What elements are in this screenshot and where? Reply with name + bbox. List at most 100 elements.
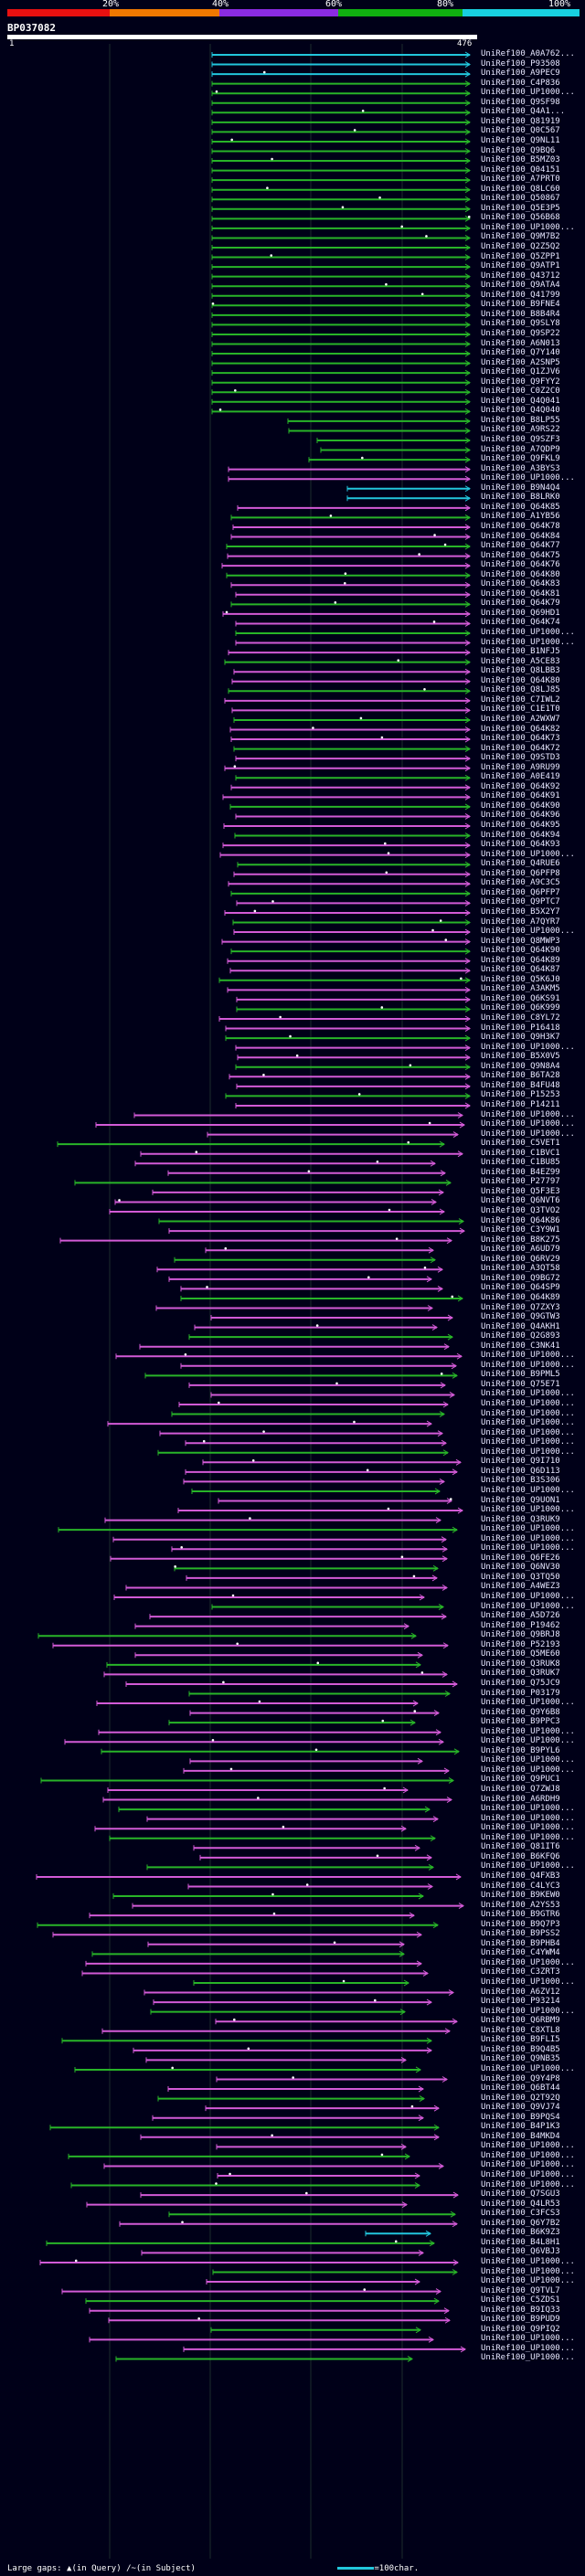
hit-label[interactable]: UniRef100_Q5F3E3 (481, 1186, 560, 1196)
hit-label[interactable]: UniRef100_UP1000... (481, 1698, 575, 1708)
hit-label[interactable]: UniRef100_B9Q4B5 (481, 2044, 560, 2054)
hit-label[interactable]: UniRef100_B1NFJ5 (481, 647, 560, 657)
hit-label[interactable]: UniRef100_Q64K90 (481, 946, 560, 956)
hit-label[interactable]: UniRef100_A0E419 (481, 772, 560, 782)
hit-label[interactable]: UniRef100_A9C3C5 (481, 878, 560, 888)
hit-label[interactable]: UniRef100_Q64SP9 (481, 1283, 560, 1293)
hit-label[interactable]: UniRef100_A0A762... (481, 49, 575, 58)
hit-label[interactable]: UniRef100_A5CE83 (481, 656, 560, 666)
hit-label[interactable]: UniRef100_Q7Y140 (481, 348, 560, 358)
hit-label[interactable]: UniRef100_Q7ZXY3 (481, 1302, 560, 1312)
hit-label[interactable]: UniRef100_Q56B68 (481, 213, 560, 223)
hit-label[interactable]: UniRef100_C1BVC1 (481, 1148, 560, 1158)
hit-label[interactable]: UniRef100_C4P836 (481, 78, 560, 88)
hit-label[interactable]: UniRef100_UP1000... (481, 1360, 575, 1370)
hit-label[interactable]: UniRef100_Q64K79 (481, 599, 560, 609)
hit-label[interactable]: UniRef100_UP1000... (481, 1977, 575, 1987)
hit-label[interactable]: UniRef100_Q9NB35 (481, 2054, 560, 2064)
hit-label[interactable]: UniRef100_C5ZDS1 (481, 2295, 560, 2306)
hit-label[interactable]: UniRef100_Q64K80 (481, 569, 560, 579)
hit-label[interactable]: UniRef100_A2SNP5 (481, 357, 560, 367)
hit-label[interactable]: UniRef100_P19462 (481, 1620, 560, 1630)
hit-label[interactable]: UniRef100_B4L8H1 (481, 2237, 560, 2247)
hit-label[interactable]: UniRef100_C1BU85 (481, 1158, 560, 1168)
hit-label[interactable]: UniRef100_B9PHB4 (481, 1938, 560, 1948)
hit-label[interactable]: UniRef100_B9PQS4 (481, 2112, 560, 2122)
hit-label[interactable]: UniRef100_B8LRK0 (481, 493, 560, 503)
hit-label[interactable]: UniRef100_Q7SGU3 (481, 2189, 560, 2200)
hit-label[interactable]: UniRef100_UP1000... (481, 1129, 575, 1139)
hit-label[interactable]: UniRef100_Q64K95 (481, 821, 560, 830)
hit-label[interactable]: UniRef100_Q9VJ74 (481, 2103, 560, 2113)
hit-label[interactable]: UniRef100_A9PEC9 (481, 69, 560, 79)
hit-label[interactable]: UniRef100_Q43712 (481, 270, 560, 281)
hit-label[interactable]: UniRef100_UP1000... (481, 1418, 575, 1428)
hit-label[interactable]: UniRef100_UP1000... (481, 2160, 575, 2170)
hit-label[interactable]: UniRef100_Q64K91 (481, 791, 560, 801)
hit-label[interactable]: UniRef100_Q3TVO2 (481, 1206, 560, 1215)
hit-label[interactable]: UniRef100_Q50867 (481, 194, 560, 204)
hit-label[interactable]: UniRef100_A7QYR7 (481, 917, 560, 927)
hit-label[interactable]: UniRef100_Q6KS91 (481, 993, 560, 1003)
hit-label[interactable]: UniRef100_B8B4R4 (481, 309, 560, 319)
hit-label[interactable]: UniRef100_Q64K93 (481, 840, 560, 850)
hit-label[interactable]: UniRef100_Q3RUK8 (481, 1659, 560, 1669)
hit-label[interactable]: UniRef100_Q9PTC7 (481, 897, 560, 907)
hit-label[interactable]: UniRef100_UP1000... (481, 1042, 575, 1052)
hit-label[interactable]: UniRef100_A7QDP9 (481, 444, 560, 454)
hit-label[interactable]: UniRef100_Q81IT6 (481, 1842, 560, 1852)
hit-label[interactable]: UniRef100_B6K9Z3 (481, 2228, 560, 2238)
hit-label[interactable]: UniRef100_Q9FKL9 (481, 454, 560, 464)
hit-label[interactable]: UniRef100_B5X0V5 (481, 1052, 560, 1062)
hit-label[interactable]: UniRef100_Q64K84 (481, 531, 560, 541)
hit-label[interactable]: UniRef100_Q64K78 (481, 521, 560, 531)
hit-label[interactable]: UniRef100_UP1000... (481, 1437, 575, 1447)
hit-label[interactable]: UniRef100_Q64K89 (481, 1292, 560, 1302)
hit-label[interactable]: UniRef100_UP1000... (481, 2179, 575, 2189)
hit-label[interactable]: UniRef100_Q0C567 (481, 126, 560, 136)
hit-label[interactable]: UniRef100_Q6K999 (481, 1003, 560, 1013)
hit-label[interactable]: UniRef100_Q9UON1 (481, 1495, 560, 1505)
hit-label[interactable]: UniRef100_Q69HD1 (481, 608, 560, 618)
hit-label[interactable]: UniRef100_Q9Y6B8 (481, 1707, 560, 1717)
hit-label[interactable]: UniRef100_UP1000... (481, 1543, 575, 1553)
hit-label[interactable]: UniRef100_Q6D113 (481, 1466, 560, 1476)
hit-label[interactable]: UniRef100_Q7ZWJ8 (481, 1785, 560, 1794)
hit-label[interactable]: UniRef100_UP1000... (481, 1524, 575, 1534)
hit-label[interactable]: UniRef100_Q3RUK7 (481, 1669, 560, 1679)
hit-label[interactable]: UniRef100_Q6FE26 (481, 1553, 560, 1563)
hit-label[interactable]: UniRef100_UP1000... (481, 1408, 575, 1418)
hit-label[interactable]: UniRef100_Q4FXB3 (481, 1871, 560, 1881)
hit-label[interactable]: UniRef100_B9GTR6 (481, 1910, 560, 1920)
hit-label[interactable]: UniRef100_B6TA28 (481, 1071, 560, 1081)
hit-label[interactable]: UniRef100_Q6BT44 (481, 2083, 560, 2094)
hit-label[interactable]: UniRef100_P15253 (481, 1090, 560, 1100)
hit-label[interactable]: UniRef100_C5VET1 (481, 1139, 560, 1149)
hit-label[interactable]: UniRef100_C1E1T0 (481, 705, 560, 715)
hit-label[interactable]: UniRef100_Q9FYY2 (481, 376, 560, 387)
hit-label[interactable]: UniRef100_UP1000... (481, 1736, 575, 1746)
hit-label[interactable]: UniRef100_Q64K89 (481, 955, 560, 965)
hit-label[interactable]: UniRef100_Q75JC9 (481, 1678, 560, 1688)
hit-label[interactable]: UniRef100_Q9BQ6 (481, 145, 556, 155)
hit-label[interactable]: UniRef100_B9KEW0 (481, 1891, 560, 1901)
hit-label[interactable]: UniRef100_Q3RUK9 (481, 1514, 560, 1524)
hit-label[interactable]: UniRef100_Q4A1... (481, 107, 566, 117)
hit-label[interactable]: UniRef100_Q75E71 (481, 1379, 560, 1389)
hit-label[interactable]: UniRef100_Q04151 (481, 164, 560, 175)
hit-label[interactable]: UniRef100_Q6Y7B2 (481, 2218, 560, 2228)
hit-label[interactable]: UniRef100_UP1000... (481, 637, 575, 647)
hit-label[interactable]: UniRef100_B9Q7P3 (481, 1919, 560, 1929)
hit-label[interactable]: UniRef100_B9PYL6 (481, 1745, 560, 1755)
hit-label[interactable]: UniRef100_B8K275 (481, 1235, 560, 1245)
hit-label[interactable]: UniRef100_A6UD79 (481, 1245, 560, 1255)
hit-label[interactable]: UniRef100_P16418 (481, 1023, 560, 1033)
hit-label[interactable]: UniRef100_Q9I710 (481, 1457, 560, 1467)
hit-label[interactable]: UniRef100_Q64K85 (481, 502, 560, 512)
hit-label[interactable]: UniRef100_C0Z2C0 (481, 387, 560, 397)
hit-label[interactable]: UniRef100_Q64K73 (481, 734, 560, 744)
hit-label[interactable]: UniRef100_Q9SP22 (481, 328, 560, 338)
hit-label[interactable]: UniRef100_B3S306 (481, 1476, 560, 1486)
hit-label[interactable]: UniRef100_UP1000... (481, 1389, 575, 1399)
hit-label[interactable]: UniRef100_Q64K90 (481, 800, 560, 811)
